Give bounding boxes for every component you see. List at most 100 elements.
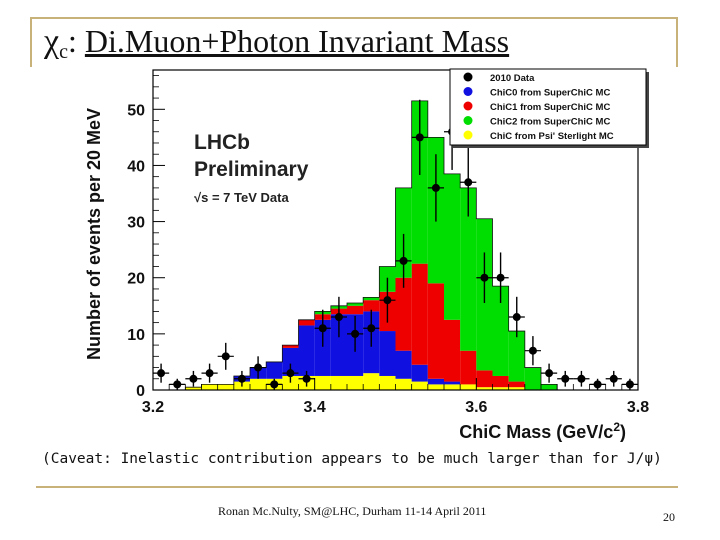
data-point-23 xyxy=(528,346,537,355)
data-point-24 xyxy=(545,369,554,378)
title-chi-symbol: χ xyxy=(44,23,60,60)
data-point-25 xyxy=(561,374,570,383)
title-colon: : xyxy=(67,23,85,59)
legend-marker-2 xyxy=(463,101,473,111)
bar-series3-bin18 xyxy=(444,173,461,320)
data-point-8 xyxy=(286,369,295,378)
x-tick-label-0: 3.2 xyxy=(142,399,164,416)
bar-series0-bin18 xyxy=(444,384,461,390)
data-point-1 xyxy=(173,380,182,389)
y-tick-label-5: 50 xyxy=(127,102,145,119)
bar-series0-bin4 xyxy=(217,384,234,390)
legend-label-4: ChiC from Psi' Sterlight MC xyxy=(490,131,614,142)
x-axis-label-end: ) xyxy=(620,422,626,442)
title-rule-left xyxy=(30,17,32,67)
annotation-lhcb: LHCb xyxy=(194,131,250,154)
bar-series1-bin8 xyxy=(282,347,299,376)
axis-ticks: 0 10 20 30 40 50 3.2 3.4 3.6 3.8 xyxy=(127,75,649,416)
bar-series0-bin22 xyxy=(508,387,525,390)
legend: 2010 Data ChiC0 from SuperChiC MC ChiC1 fr… xyxy=(449,68,649,148)
data-point-15 xyxy=(399,256,408,265)
bar-series0-bin2 xyxy=(185,387,202,390)
bar-series3-bin24 xyxy=(541,384,558,390)
bar-series0-bin20 xyxy=(476,387,493,390)
legend-marker-4 xyxy=(463,130,473,140)
footer-text: Ronan Mc.Nulty, SM@LHC, Durham 11-14 Apr… xyxy=(218,504,487,518)
legend-box xyxy=(449,68,647,146)
x-tick-label-3: 3.8 xyxy=(627,399,649,416)
bar-series1-bin16 xyxy=(411,364,428,382)
data-points xyxy=(153,93,638,390)
legend-label-2: ChiC1 from SuperChiC MC xyxy=(490,102,610,113)
data-point-13 xyxy=(367,324,376,333)
data-point-7 xyxy=(270,380,279,389)
data-point-19 xyxy=(464,178,473,187)
data-point-0 xyxy=(157,369,166,378)
bar-series3-bin22 xyxy=(508,331,525,382)
bar-series0-bin11 xyxy=(330,375,347,390)
data-point-4 xyxy=(221,352,230,361)
bar-series3-bin16 xyxy=(411,100,428,264)
bar-series0-bin3 xyxy=(201,384,218,390)
bar-series2-bin9 xyxy=(298,319,315,326)
data-point-22 xyxy=(512,313,521,322)
data-point-21 xyxy=(496,273,505,282)
data-point-12 xyxy=(351,329,360,338)
caveat-text: (Caveat: Inelastic contribution appears … xyxy=(42,451,662,467)
bar-series1-bin17 xyxy=(427,378,444,385)
bar-series2-bin18 xyxy=(444,319,461,382)
legend-marker-3 xyxy=(463,116,473,125)
y-tick-label-1: 10 xyxy=(127,327,145,344)
data-point-10 xyxy=(318,324,327,333)
x-axis-label-sup: 2 xyxy=(613,420,620,434)
x-axis-label: ChiC Mass (GeV/c2) xyxy=(459,420,626,442)
bar-series0-bin21 xyxy=(492,387,509,390)
bar-series0-bin12 xyxy=(347,375,364,390)
stack-outline xyxy=(153,100,638,391)
legend-marker-0 xyxy=(463,72,473,82)
data-point-3 xyxy=(205,369,214,378)
data-point-29 xyxy=(625,380,634,389)
bar-series0-bin16 xyxy=(411,381,428,390)
annotation-energy: √s = 7 TeV Data xyxy=(194,190,289,205)
bar-series3-bin15 xyxy=(395,187,412,278)
bar-series2-bin17 xyxy=(427,283,444,379)
legend-marker-1 xyxy=(463,87,473,96)
annotation-preliminary: Preliminary xyxy=(194,158,309,181)
bar-series2-bin13 xyxy=(363,300,380,312)
bar-series3-bin12 xyxy=(347,302,364,306)
bar-series3-bin13 xyxy=(363,297,380,301)
data-point-17 xyxy=(431,183,440,192)
data-point-9 xyxy=(302,374,311,383)
data-point-26 xyxy=(577,374,586,383)
x-tick-label-2: 3.6 xyxy=(465,399,487,416)
footer-rule xyxy=(36,486,678,488)
bar-series1-bin11 xyxy=(330,314,347,376)
y-tick-label-2: 20 xyxy=(127,271,145,288)
bar-series3-bin21 xyxy=(492,286,509,376)
bar-series3-bin23 xyxy=(524,367,541,390)
bar-series1-bin15 xyxy=(395,350,412,379)
bar-series0-bin8 xyxy=(282,375,299,390)
bar-series1-bin9 xyxy=(298,325,315,376)
y-tick-label-4: 40 xyxy=(127,158,145,175)
histogram-chart: 0 10 20 30 40 50 3.2 3.4 3.6 3.8 2010 Data ChiC0 f… xyxy=(80,66,650,444)
data-point-5 xyxy=(237,374,246,383)
legend-label-3: ChiC2 from SuperChiC MC xyxy=(490,117,610,128)
bar-series2-bin16 xyxy=(411,263,428,365)
title-text: Di.Muon+Photon Invariant Mass xyxy=(84,23,510,59)
data-point-27 xyxy=(593,380,602,389)
bar-series0-bin14 xyxy=(379,375,396,390)
title-subscript: c xyxy=(59,41,68,63)
bar-series0-bin15 xyxy=(395,378,412,390)
bar-series0-bin10 xyxy=(314,375,331,390)
title-rule-top xyxy=(30,17,678,19)
bar-series1-bin14 xyxy=(379,331,396,376)
bar-series0-bin6 xyxy=(250,378,267,390)
bar-series3-bin19 xyxy=(460,187,477,351)
bar-series1-bin7 xyxy=(266,361,283,379)
data-point-14 xyxy=(383,296,392,305)
bar-series0-bin17 xyxy=(427,384,444,390)
bar-series2-bin20 xyxy=(476,370,493,388)
stacked-bars xyxy=(153,100,638,391)
